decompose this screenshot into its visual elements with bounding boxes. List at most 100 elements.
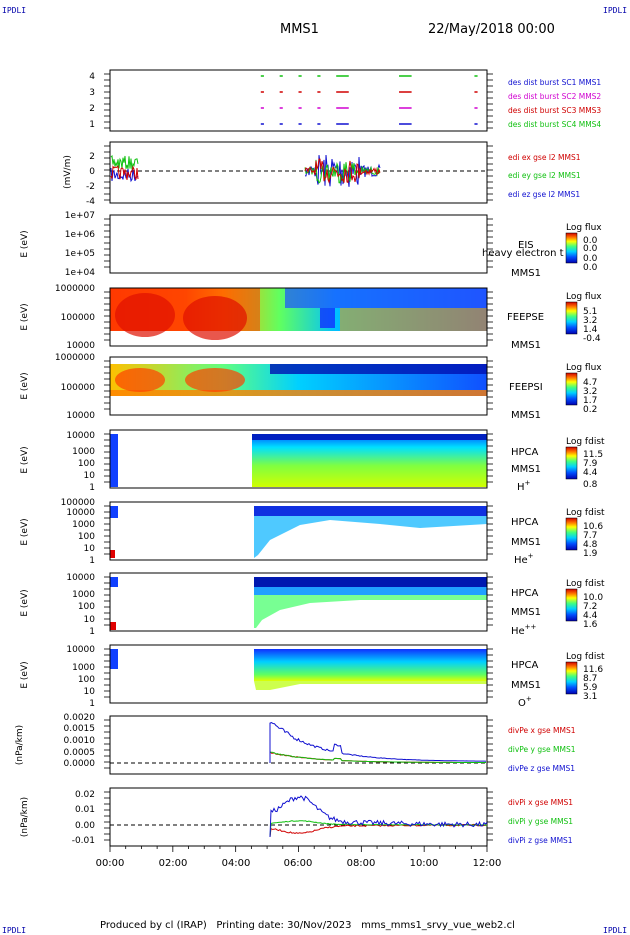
hpca-o-cbar-title: Log fdist	[566, 652, 605, 662]
hpca-h-top-band	[252, 434, 487, 440]
plot-title: MMS1	[280, 22, 319, 37]
panel-divpe-frame	[109, 715, 488, 775]
panel-hpca-h: 10000 1000 100 10 1 E (eV) HPCA MMS1 H+ …	[20, 429, 605, 493]
corner-label-bottom-right: IPDLI	[603, 926, 628, 935]
feepsi-cbar-tick-2: 1.7	[583, 396, 597, 406]
eis-tick-1e5: 1e+05	[65, 249, 95, 259]
feepse-dropout	[320, 308, 335, 328]
panel-hpca-o: 10000 1000 100 10 1 E (eV) HPCA MMS1 O+ …	[20, 644, 605, 709]
hpca-o-early-data	[110, 649, 118, 669]
feepse-ylabel: E (eV)	[20, 303, 30, 330]
feepse-cbar-tick-3: -0.4	[583, 334, 601, 344]
hpca-o-low-edge	[254, 681, 487, 690]
hpca-hep-tick-1e2: 100	[78, 532, 95, 542]
feepsi-tick-1e5: 100000	[61, 383, 96, 393]
panel-feepse: 1000000 100000 10000 E (eV) FEEPSE MMS1 …	[20, 284, 602, 351]
hpca-o-cbar-tick-0: 11.6	[583, 665, 603, 675]
eis-colorbar	[565, 232, 578, 264]
hpca-o-cbar-tick-2: 5.9	[583, 683, 598, 693]
edi-tick-m2: -2	[86, 182, 95, 192]
burst-tick-2: 2	[89, 104, 95, 114]
hpca-h-cbar-tick-3: 0.8	[583, 480, 598, 490]
panel-divpi: 0.02 0.01 0.00 -0.01 (nPa/km) divPi x gs…	[20, 787, 573, 847]
panel-hpca-hep-frame	[109, 501, 488, 561]
hpca-hep-top-band	[254, 506, 487, 516]
feepsi-ylabel: E (eV)	[20, 372, 30, 399]
eis-cbar-tick-1: 0.0	[583, 244, 598, 254]
panel-hpca-hep: 100000 10000 1000 100 10 1 E (eV) HPCA M…	[20, 498, 605, 566]
panel-edi: 2 0 -2 -4 (mV/m) edi ex gse l2 MMS1 edi …	[63, 141, 581, 207]
feepse-tick-1e6: 1000000	[55, 284, 95, 294]
time-tick-5: 10:00	[410, 858, 439, 869]
feepse-tick-1e5: 100000	[61, 313, 96, 323]
hpca-hepp-cbar-tick-1: 7.2	[583, 602, 597, 612]
time-tick-3: 06:00	[284, 858, 313, 869]
legend-divpi-z: divPi z gse MMS1	[508, 836, 573, 845]
feepsi-label-instrument: FEEPSI	[509, 382, 543, 393]
hpca-h-cbar-tick-2: 4.4	[583, 468, 598, 478]
divpe-ylabel: (nPa/km)	[15, 725, 25, 765]
hpca-h-colorbar	[565, 446, 578, 480]
footer-produced-by: Produced by cl (IRAP)	[100, 920, 207, 931]
feepse-tick-1e4: 10000	[66, 341, 95, 351]
feepse-hot-spot-2	[183, 296, 247, 340]
time-tick-0: 00:00	[96, 858, 125, 869]
hpca-hep-tick-1e1: 10	[84, 544, 96, 554]
panel-burst-frame	[109, 69, 488, 132]
legend-burst-sc3: des dist burst SC3 MMS3	[508, 106, 601, 115]
hpca-hepp-spectrogram	[254, 595, 487, 628]
hpca-h-cbar-title: Log fdist	[566, 437, 605, 447]
panel-hpca-hepp-frame	[109, 572, 488, 632]
hpca-h-label-sc: MMS1	[511, 464, 541, 475]
divpi-trace-x	[269, 823, 488, 838]
hpca-hep-cbar-tick-1: 7.7	[583, 531, 597, 541]
hpca-h-tick-1e2: 100	[78, 459, 95, 469]
plot-date: 22/May/2018 00:00	[428, 22, 555, 37]
feepse-low-energy-band	[340, 308, 487, 331]
time-tick-6: 12:00	[473, 858, 502, 869]
hpca-hep-label-instrument: HPCA	[511, 517, 539, 528]
hpca-hepp-tick-1e1: 10	[84, 615, 96, 625]
hpca-o-spectrogram	[254, 649, 487, 681]
legend-divpe-x: divPe x gse MMS1	[508, 726, 576, 735]
panel-hpca-o-frame	[109, 644, 488, 704]
footer: Produced by cl (IRAP) Printing date: 30/…	[100, 920, 515, 931]
legend-edi-y: edi ey gse l2 MMS1	[508, 171, 581, 180]
hpca-hepp-early-low	[110, 622, 116, 630]
hpca-h-tick-1e0: 1	[89, 483, 95, 493]
hpca-o-tick-1e2: 100	[78, 675, 95, 685]
hpca-hep-label-sc: MMS1	[511, 537, 541, 548]
hpca-hep-colorbar	[565, 517, 578, 551]
hpca-hepp-species: He++	[511, 623, 537, 637]
edi-tick-0: 0	[89, 167, 95, 177]
feepsi-tick-1e6: 1000000	[55, 353, 95, 363]
panel-edi-frame	[109, 141, 488, 204]
feepse-label-sc: MMS1	[511, 340, 541, 351]
hpca-h-cbar-tick-0: 11.5	[583, 450, 603, 460]
edi-lines	[110, 154, 381, 187]
hpca-hepp-tick-1e3: 1000	[72, 590, 95, 600]
feepsi-colorbar	[565, 372, 578, 406]
hpca-hepp-cbar-title: Log fdist	[566, 579, 605, 589]
eis-label-instrument: EIS	[518, 240, 534, 251]
divpi-tick-3: -0.01	[72, 836, 95, 846]
hpca-hep-cbar-tick-2: 4.8	[583, 540, 598, 550]
panel-hpca-hepp: 10000 1000 100 10 1 E (eV) HPCA MMS1 He+…	[20, 572, 605, 637]
hpca-o-tick-1e3: 1000	[72, 663, 95, 673]
panel-feepsi-frame	[109, 356, 488, 416]
edi-tick-m4: -4	[86, 197, 95, 207]
divpi-tick-2: 0.00	[75, 821, 95, 831]
divpi-tick-1: 0.01	[75, 805, 95, 815]
hpca-o-cbar-tick-1: 8.7	[583, 674, 597, 684]
footer-printing-date: Printing date: 30/Nov/2023	[216, 920, 352, 931]
legend-edi-z: edi ez gse l2 MMS1	[508, 190, 580, 199]
hpca-hep-spectrogram	[254, 516, 487, 558]
hpca-hep-tick-1e4: 10000	[66, 508, 95, 518]
eis-cbar-tick-2: 0.0	[583, 254, 598, 264]
legend-burst-sc1: des dist burst SC1 MMS1	[508, 78, 601, 87]
burst-marks	[260, 75, 478, 125]
feepse-colorbar	[565, 301, 578, 335]
legend-burst-sc4: des dist burst SC4 MMS4	[508, 120, 601, 129]
divpe-lines	[269, 722, 487, 764]
